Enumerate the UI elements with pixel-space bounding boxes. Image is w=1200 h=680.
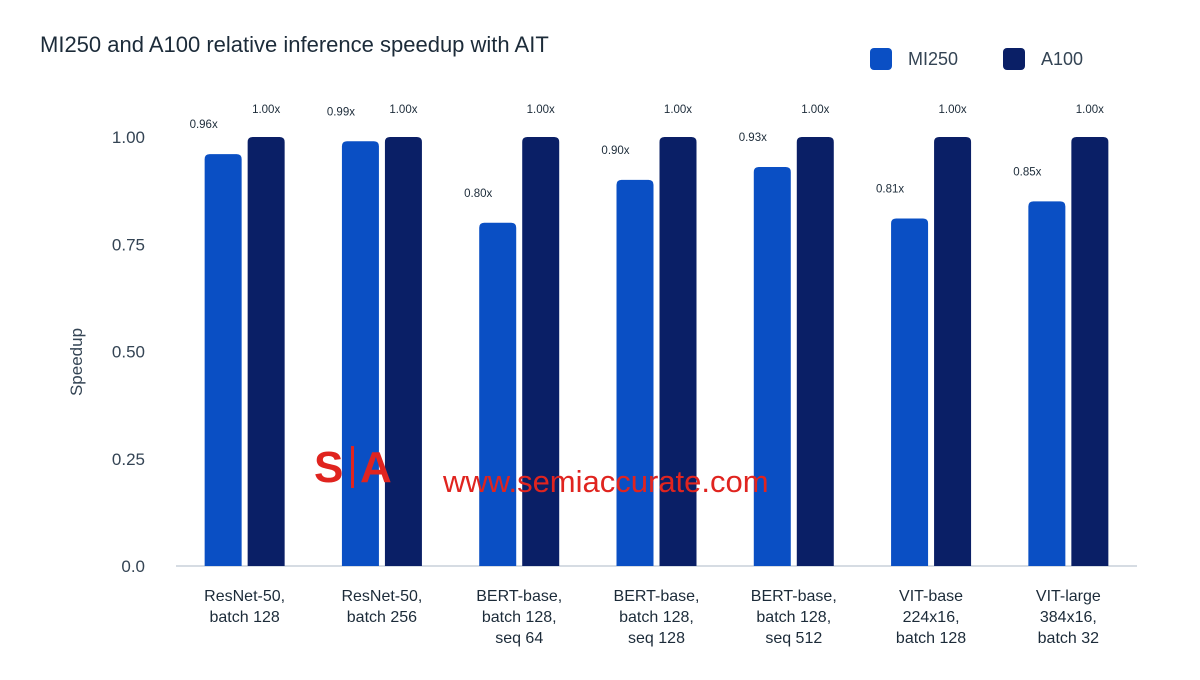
legend-swatch-a100 (1003, 48, 1025, 70)
chart-title: MI250 and A100 relative inference speedu… (40, 32, 549, 57)
data-label-a100: 1.00x (1076, 104, 1104, 116)
bar-a100 (522, 137, 560, 566)
x-tick-label: BERT-base, batch 128, seq 512 (751, 588, 837, 647)
watermark-logo-left: S (314, 443, 343, 492)
data-label-a100: 1.00x (389, 104, 417, 116)
bar-mi250 (1028, 201, 1066, 566)
bar-mi250 (341, 141, 379, 567)
bar-mi250 (753, 167, 791, 566)
bar-mi250 (891, 218, 929, 566)
data-label-mi250: 0.93x (739, 132, 767, 144)
x-tick-label: ResNet-50, batch 256 (341, 588, 422, 626)
bars-group (204, 137, 1109, 567)
bar-mi250 (616, 179, 654, 566)
y-tick-label: 0.75 (112, 235, 145, 254)
watermark: S A www.semiaccurate.com (314, 443, 769, 499)
bar-mi250 (204, 154, 242, 566)
y-tick-label: 0.25 (112, 450, 145, 469)
data-label-mi250: 0.81x (876, 184, 904, 196)
data-label-a100: 1.00x (664, 104, 692, 116)
bar-mi250 (479, 222, 517, 567)
bar-a100 (1071, 137, 1109, 566)
legend: MI250 A100 (870, 48, 1083, 70)
bar-a100 (934, 137, 972, 566)
data-label-mi250: 0.96x (190, 119, 218, 131)
bar-a100 (659, 137, 697, 566)
watermark-logo-right: A (360, 443, 392, 492)
data-labels-group: 0.96x 1.00x 0.99x 1.00x 0.80x 1.00x 0.90x 1.00x… (190, 104, 1105, 200)
x-tick-label: VIT-base 224x16, batch 128 (896, 588, 966, 647)
data-label-a100: 1.00x (252, 104, 280, 116)
x-tick-label: BERT-base, batch 128, seq 128 (614, 588, 700, 647)
bar-a100 (247, 137, 285, 566)
bar-a100 (384, 137, 422, 566)
x-axis-ticks: ResNet-50, batch 128 ResNet-50, batch 256 BE… (204, 588, 1101, 647)
y-axis-label: Speedup (67, 328, 86, 396)
data-label-mi250: 0.99x (327, 106, 355, 118)
x-tick-label: VIT-large 384x16, batch 32 (1036, 588, 1101, 647)
watermark-url: www.semiaccurate.com (442, 464, 769, 499)
y-tick-label: 1.00 (112, 128, 145, 147)
watermark-logo-divider (351, 446, 354, 488)
legend-label-a100: A100 (1041, 49, 1083, 69)
x-tick-label: ResNet-50, batch 128 (204, 588, 285, 626)
data-label-a100: 1.00x (801, 104, 829, 116)
data-label-mi250: 0.80x (464, 188, 492, 200)
bar-a100 (796, 137, 834, 566)
y-tick-label: 0.0 (121, 557, 145, 576)
x-tick-label: BERT-base, batch 128, seq 64 (476, 588, 562, 647)
legend-swatch-mi250 (870, 48, 892, 70)
data-label-mi250: 0.90x (601, 145, 629, 157)
data-label-a100: 1.00x (939, 104, 967, 116)
y-axis-ticks: 0.0 0.25 0.50 0.75 1.00 (112, 128, 145, 576)
data-label-mi250: 0.85x (1013, 166, 1041, 178)
legend-label-mi250: MI250 (908, 49, 958, 69)
data-label-a100: 1.00x (527, 104, 555, 116)
y-tick-label: 0.50 (112, 343, 145, 362)
